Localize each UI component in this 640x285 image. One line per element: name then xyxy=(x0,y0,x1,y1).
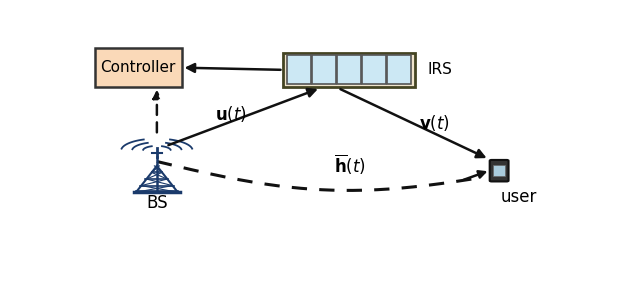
FancyBboxPatch shape xyxy=(312,56,336,84)
FancyBboxPatch shape xyxy=(95,48,182,87)
FancyBboxPatch shape xyxy=(337,56,361,84)
Text: IRS: IRS xyxy=(428,62,452,77)
Text: $\mathbf{\overline{h}}$$(t)$: $\mathbf{\overline{h}}$$(t)$ xyxy=(334,153,366,177)
FancyBboxPatch shape xyxy=(362,56,386,84)
FancyBboxPatch shape xyxy=(387,56,411,84)
FancyBboxPatch shape xyxy=(284,53,415,87)
FancyBboxPatch shape xyxy=(287,56,311,84)
FancyBboxPatch shape xyxy=(490,160,509,182)
Text: Controller: Controller xyxy=(100,60,176,75)
FancyBboxPatch shape xyxy=(493,165,505,176)
Text: $\mathbf{v}$$(t)$: $\mathbf{v}$$(t)$ xyxy=(419,113,450,133)
Text: user: user xyxy=(500,188,537,205)
Text: $\mathbf{u}$$(t)$: $\mathbf{u}$$(t)$ xyxy=(215,104,247,124)
Text: BS: BS xyxy=(146,194,168,212)
